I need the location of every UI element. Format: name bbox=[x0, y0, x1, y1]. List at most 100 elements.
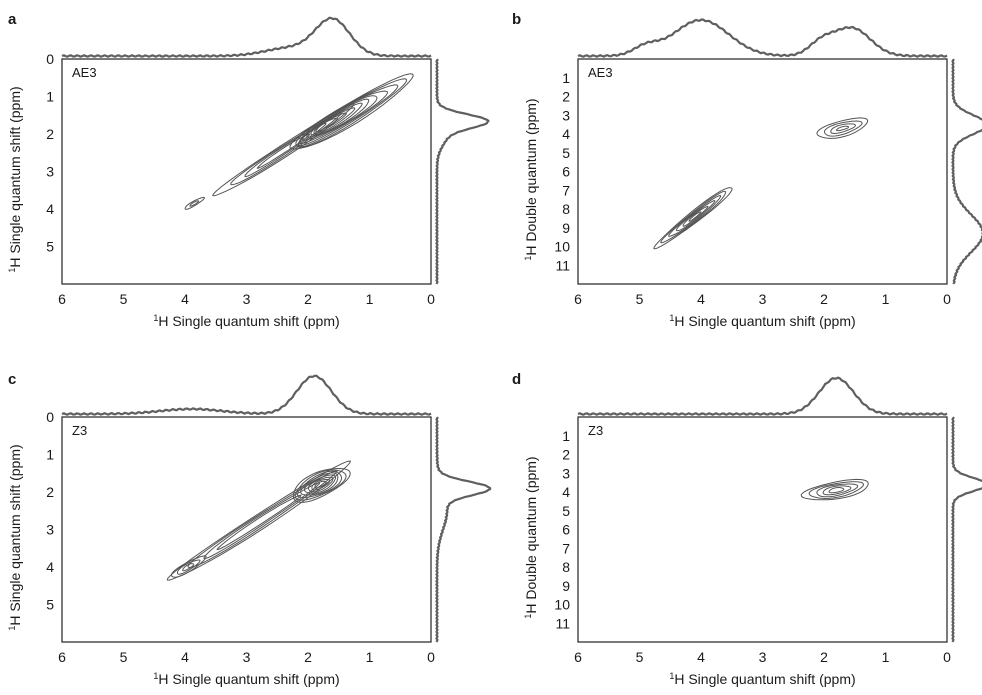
contour-line bbox=[170, 555, 207, 578]
x-tick-label: 5 bbox=[120, 649, 128, 665]
y-tick-label: 0 bbox=[46, 409, 54, 425]
y-tick-label: 6 bbox=[562, 522, 570, 538]
contour-line bbox=[688, 211, 702, 222]
x-tick-label: 4 bbox=[697, 291, 705, 307]
y-tick-label: 4 bbox=[562, 484, 570, 500]
contour-line bbox=[830, 123, 857, 135]
x-tick-label: 1 bbox=[882, 291, 890, 307]
contour-line bbox=[800, 478, 869, 501]
x-tick-label: 1 bbox=[366, 649, 374, 665]
contour-line bbox=[307, 476, 334, 493]
contour-line bbox=[675, 200, 716, 232]
side-projection bbox=[435, 416, 492, 643]
panel-c: c Z3 6 5 4 3 2 1 0 0 1 2 3 4 5 1H Single quantum shift … bbox=[7, 371, 492, 687]
x-tick-label: 6 bbox=[574, 649, 582, 665]
x-tick-label: 0 bbox=[427, 649, 435, 665]
contour-line bbox=[660, 190, 727, 244]
plot-frame bbox=[577, 416, 948, 643]
y-tick-label: 3 bbox=[562, 107, 570, 123]
x-tick-label: 3 bbox=[243, 649, 251, 665]
y-tick-label: 10 bbox=[554, 597, 570, 613]
x-tick-label: 2 bbox=[820, 291, 828, 307]
contour-line bbox=[166, 460, 352, 581]
plot-frame bbox=[577, 58, 948, 285]
x-axis-label: 1H Single quantum shift (ppm) bbox=[669, 671, 855, 687]
y-tick-label: 9 bbox=[562, 220, 570, 236]
contour-line bbox=[682, 205, 709, 227]
x-tick-label: 1 bbox=[366, 291, 374, 307]
contour-group bbox=[653, 117, 869, 250]
y-axis-label: 1H Double quantum (ppm) bbox=[523, 98, 539, 260]
x-tick-label: 0 bbox=[943, 649, 951, 665]
plot-frame bbox=[61, 58, 432, 285]
y-tick-label: 5 bbox=[46, 239, 54, 255]
y-tick-label: 4 bbox=[46, 559, 54, 575]
top-projection bbox=[61, 16, 432, 58]
y-tick-label: 8 bbox=[562, 201, 570, 217]
contour-line bbox=[816, 483, 859, 498]
panel-letter: a bbox=[8, 11, 17, 28]
contour-line bbox=[184, 196, 205, 210]
sample-label: Z3 bbox=[588, 423, 603, 438]
top-projection bbox=[577, 376, 948, 416]
contour-line bbox=[230, 112, 343, 186]
x-axis-label: 1H Single quantum shift (ppm) bbox=[153, 313, 339, 329]
contour-line bbox=[313, 112, 347, 135]
y-tick-label: 4 bbox=[46, 201, 54, 217]
y-tick-label: 1 bbox=[46, 89, 54, 105]
x-tick-label: 4 bbox=[697, 649, 705, 665]
contour-line bbox=[300, 472, 339, 496]
y-tick-label: 2 bbox=[562, 89, 570, 105]
top-projection bbox=[577, 18, 948, 58]
contour-line bbox=[216, 494, 302, 551]
y-tick-label: 7 bbox=[562, 540, 570, 556]
x-tick-label: 3 bbox=[759, 291, 767, 307]
panel-letter: d bbox=[512, 371, 521, 388]
panel-letter: c bbox=[8, 371, 16, 388]
contour-line bbox=[203, 482, 321, 560]
x-tick-label: 0 bbox=[427, 291, 435, 307]
y-tick-label: 9 bbox=[562, 578, 570, 594]
y-tick-label: 4 bbox=[562, 126, 570, 142]
side-projection bbox=[951, 58, 982, 285]
contour-line bbox=[256, 133, 311, 169]
x-tick-label: 3 bbox=[759, 649, 767, 665]
y-tick-label: 0 bbox=[46, 51, 54, 67]
y-tick-label: 5 bbox=[562, 503, 570, 519]
contour-line bbox=[836, 125, 849, 132]
x-axis-label: 1H Single quantum shift (ppm) bbox=[669, 313, 855, 329]
x-tick-label: 5 bbox=[636, 649, 644, 665]
panel-a: a AE3 6 5 4 3 2 1 0 0 1 2 3 4 5 1H Single quantum shift… bbox=[7, 11, 490, 329]
y-tick-label: 1 bbox=[46, 447, 54, 463]
y-tick-label: 6 bbox=[562, 164, 570, 180]
x-tick-label: 3 bbox=[243, 291, 251, 307]
x-tick-label: 5 bbox=[636, 291, 644, 307]
contour-line bbox=[244, 122, 327, 178]
x-tick-label: 2 bbox=[304, 291, 312, 307]
y-tick-label: 2 bbox=[46, 126, 54, 142]
x-tick-label: 1 bbox=[882, 649, 890, 665]
sample-label: AE3 bbox=[72, 65, 97, 80]
y-axis-label: 1H Single quantum shift (ppm) bbox=[7, 86, 23, 272]
x-tick-label: 2 bbox=[304, 649, 312, 665]
y-axis-label: 1H Double quantum (ppm) bbox=[523, 456, 539, 618]
y-tick-label: 8 bbox=[562, 559, 570, 575]
y-tick-label: 1 bbox=[562, 428, 570, 444]
contour-line bbox=[292, 467, 351, 503]
x-tick-label: 6 bbox=[58, 291, 66, 307]
contour-line bbox=[808, 481, 865, 500]
y-tick-label: 11 bbox=[555, 615, 570, 631]
side-projection bbox=[951, 416, 982, 643]
contour-line bbox=[187, 470, 338, 568]
contour-line bbox=[189, 200, 200, 207]
y-tick-label: 5 bbox=[562, 145, 570, 161]
y-tick-label: 5 bbox=[46, 597, 54, 613]
y-tick-label: 2 bbox=[46, 484, 54, 500]
side-projection bbox=[435, 58, 490, 285]
contour-group bbox=[800, 478, 869, 501]
y-tick-label: 3 bbox=[46, 522, 54, 538]
y-tick-label: 10 bbox=[554, 239, 570, 255]
